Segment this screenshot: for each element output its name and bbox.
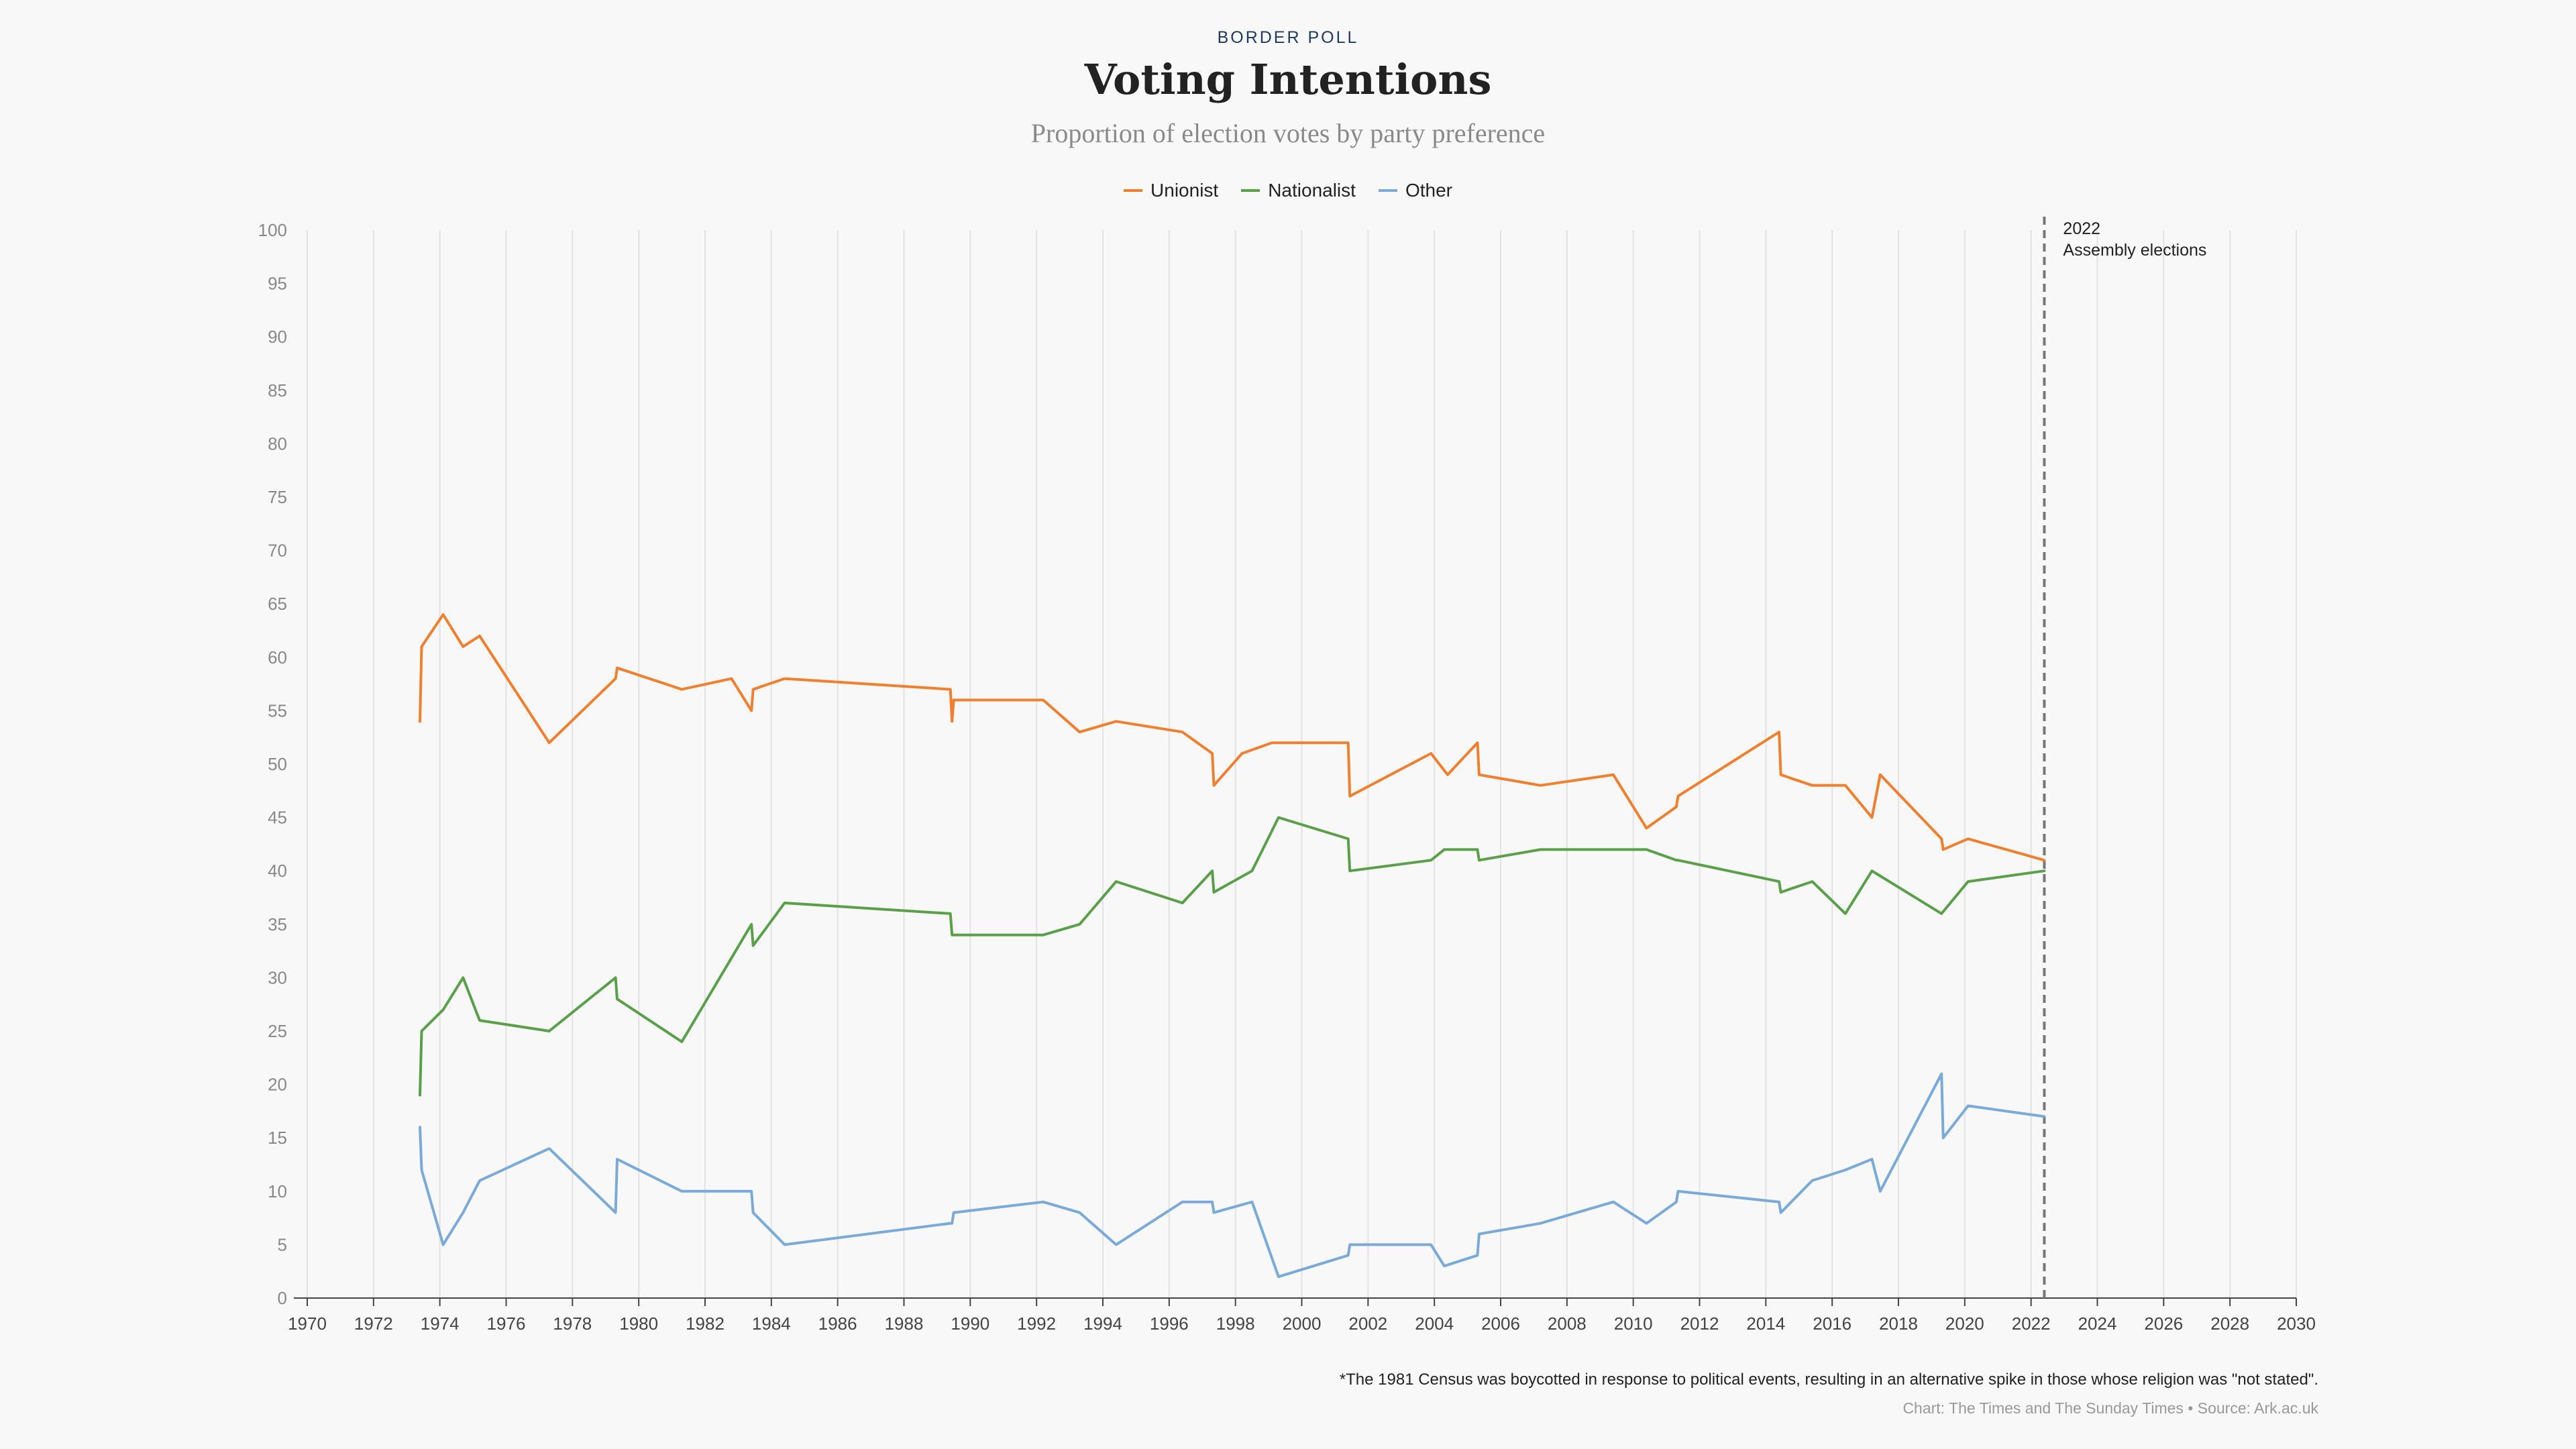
chart-title: Voting Intentions bbox=[1084, 55, 1492, 104]
legend-label-other: Other bbox=[1405, 180, 1452, 201]
y-tick-label: 70 bbox=[268, 541, 287, 561]
x-tick-label: 2004 bbox=[1415, 1313, 1454, 1334]
x-tick-label: 2026 bbox=[2144, 1313, 2183, 1334]
chart-kicker: BORDER POLL bbox=[1217, 28, 1359, 47]
x-tick-label: 1978 bbox=[553, 1313, 592, 1334]
y-tick-label: 100 bbox=[258, 220, 287, 240]
y-tick-label: 30 bbox=[268, 967, 287, 987]
legend-label-unionist: Unionist bbox=[1150, 180, 1219, 201]
annotation-label: Assembly elections bbox=[2063, 241, 2206, 260]
y-tick-label: 0 bbox=[278, 1288, 287, 1308]
x-tick-label: 2028 bbox=[2210, 1313, 2249, 1334]
y-tick-label: 25 bbox=[268, 1021, 287, 1041]
y-tick-label: 65 bbox=[268, 594, 287, 614]
x-tick-label: 2006 bbox=[1481, 1313, 1520, 1334]
x-tick-label: 1992 bbox=[1017, 1313, 1056, 1334]
x-tick-label: 1976 bbox=[487, 1313, 526, 1334]
y-tick-label: 85 bbox=[268, 380, 287, 400]
x-tick-label: 1980 bbox=[619, 1313, 658, 1334]
x-tick-label: 2008 bbox=[1548, 1313, 1587, 1334]
y-tick-label: 15 bbox=[268, 1128, 287, 1148]
x-tick-label: 1986 bbox=[818, 1313, 857, 1334]
legend-swatch-unionist bbox=[1124, 189, 1143, 192]
legend-item-unionist[interactable]: Unionist bbox=[1124, 180, 1218, 201]
y-tick-label: 10 bbox=[268, 1181, 287, 1201]
x-tick-label: 1970 bbox=[288, 1313, 327, 1334]
y-tick-label: 50 bbox=[268, 754, 287, 774]
x-tick-label: 1974 bbox=[421, 1313, 460, 1334]
y-tick-label: 55 bbox=[268, 700, 287, 720]
legend-label-nationalist: Nationalist bbox=[1268, 180, 1356, 201]
y-tick-label: 95 bbox=[268, 274, 287, 294]
x-tick-label: 2014 bbox=[1746, 1313, 1785, 1334]
x-tick-label: 1984 bbox=[752, 1313, 791, 1334]
series-line-unionist bbox=[419, 613, 2046, 862]
x-tick-label: 2022 bbox=[2012, 1313, 2051, 1334]
y-tick-label: 90 bbox=[268, 327, 287, 347]
series-line-nationalist bbox=[419, 816, 2046, 1097]
chart-subtitle: Proportion of election votes by party pr… bbox=[1030, 118, 1546, 148]
x-tick-label: 1998 bbox=[1216, 1313, 1255, 1334]
x-tick-label: 1982 bbox=[686, 1313, 724, 1334]
x-tick-label: 2020 bbox=[1945, 1313, 1984, 1334]
x-tick-label: 1994 bbox=[1083, 1313, 1122, 1334]
x-tick-label: 2000 bbox=[1283, 1313, 1322, 1334]
series-line-other bbox=[419, 1072, 2046, 1279]
y-tick-label: 5 bbox=[278, 1234, 287, 1254]
legend-swatch-other bbox=[1378, 189, 1397, 192]
x-tick-label: 1988 bbox=[885, 1313, 924, 1334]
x-tick-label: 1990 bbox=[951, 1313, 989, 1334]
x-tick-label: 2012 bbox=[1680, 1313, 1719, 1334]
legend-swatch-nationalist bbox=[1241, 189, 1260, 192]
x-tick-label: 2002 bbox=[1348, 1313, 1387, 1334]
annotation-year: 2022 bbox=[2063, 219, 2100, 238]
y-tick-label: 75 bbox=[268, 487, 287, 507]
y-tick-label: 80 bbox=[268, 433, 287, 453]
chart-credit: Chart: The Times and The Sunday Times • … bbox=[1902, 1399, 2318, 1417]
y-tick-label: 35 bbox=[268, 914, 287, 934]
y-tick-label: 45 bbox=[268, 808, 287, 828]
y-tick-label: 60 bbox=[268, 647, 287, 667]
chart-legend: Unionist Nationalist Other bbox=[0, 180, 2576, 201]
legend-item-nationalist[interactable]: Nationalist bbox=[1241, 180, 1356, 201]
y-tick-label: 40 bbox=[268, 861, 287, 881]
legend-item-other[interactable]: Other bbox=[1378, 180, 1452, 201]
x-tick-label: 2016 bbox=[1813, 1313, 1851, 1334]
x-tick-label: 2010 bbox=[1614, 1313, 1653, 1334]
x-tick-label: 2018 bbox=[1879, 1313, 1918, 1334]
x-tick-label: 1972 bbox=[354, 1313, 393, 1334]
y-tick-label: 20 bbox=[268, 1075, 287, 1095]
x-tick-label: 1996 bbox=[1150, 1313, 1189, 1334]
x-tick-label: 2030 bbox=[2277, 1313, 2316, 1334]
chart-footnote: *The 1981 Census was boycotted in respon… bbox=[1339, 1371, 2318, 1389]
x-tick-label: 2024 bbox=[2078, 1313, 2117, 1334]
